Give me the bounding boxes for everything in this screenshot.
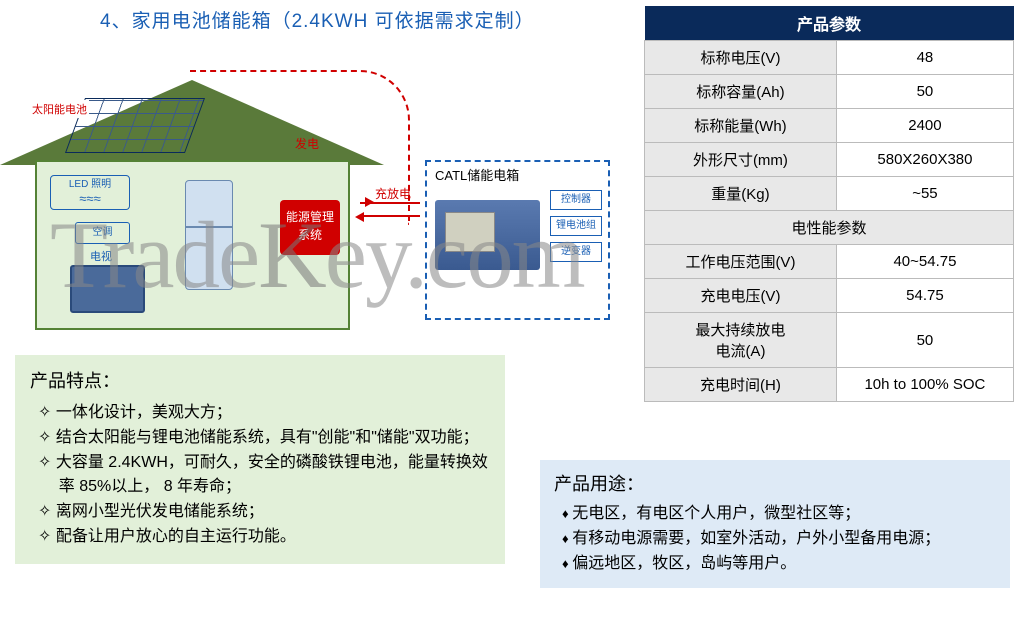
list-item: 偏远地区，牧区，岛屿等用户。 bbox=[562, 552, 996, 577]
table-row: 工作电压范围(V)40~54.75 bbox=[645, 245, 1014, 279]
list-item: 无电区，有电区个人用户，微型社区等； bbox=[562, 502, 996, 527]
component-box: 控制器 bbox=[550, 190, 602, 210]
solar-panel-label: 太阳能电池 bbox=[30, 100, 89, 118]
usage-title: 产品用途： bbox=[554, 470, 996, 496]
fridge-icon bbox=[185, 180, 233, 290]
table-row: 标称能量(Wh)2400 bbox=[645, 109, 1014, 143]
tv-icon bbox=[70, 265, 145, 313]
table-row: 标称电压(V)48 bbox=[645, 41, 1014, 75]
arrow-right-icon bbox=[365, 197, 374, 207]
spec-table: 产品参数 标称电压(V)48 标称容量(Ah)50 标称能量(Wh)2400 外… bbox=[644, 6, 1014, 402]
ems-box: 能源管理 系统 bbox=[280, 200, 340, 255]
flow-line-icon bbox=[360, 215, 420, 217]
list-item: 一体化设计，美观大方； bbox=[38, 401, 490, 426]
list-item: 结合太阳能与锂电池储能系统，具有"创能"和"储能"双功能； bbox=[38, 426, 490, 451]
page-title: 4、家用电池储能箱（2.4KWH 可依据需求定制） bbox=[100, 6, 535, 33]
ac-box: 空调 bbox=[75, 222, 130, 244]
list-item: 离网小型光伏发电储能系统； bbox=[38, 500, 490, 525]
led-lighting-box: LED 照明 bbox=[50, 175, 130, 210]
table-row: 充电时间(H)10h to 100% SOC bbox=[645, 368, 1014, 402]
battery-unit-icon bbox=[435, 200, 540, 295]
features-box: 产品特点： 一体化设计，美观大方； 结合太阳能与锂电池储能系统，具有"创能"和"… bbox=[15, 355, 505, 564]
features-title: 产品特点： bbox=[30, 367, 490, 393]
table-row: 标称容量(Ah)50 bbox=[645, 75, 1014, 109]
spec-header: 产品参数 bbox=[645, 6, 1014, 41]
features-list: 一体化设计，美观大方； 结合太阳能与锂电池储能系统，具有"创能"和"储能"双功能… bbox=[30, 401, 490, 550]
usage-list: 无电区，有电区个人用户，微型社区等； 有移动电源需要，如室外活动，户外小型备用电… bbox=[554, 502, 996, 576]
component-box: 锂电池组 bbox=[550, 216, 602, 236]
list-item: 有移动电源需要，如室外活动，户外小型备用电源； bbox=[562, 527, 996, 552]
table-row: 外形尺寸(mm)580X260X380 bbox=[645, 143, 1014, 177]
usage-box: 产品用途： 无电区，有电区个人用户，微型社区等； 有移动电源需要，如室外活动，户… bbox=[540, 460, 1010, 588]
battery-box-title: CATL储能电箱 bbox=[435, 165, 519, 184]
component-list: 控制器 锂电池组 逆变器 bbox=[550, 190, 602, 268]
spec-section-header: 电性能参数 bbox=[645, 211, 1014, 245]
charge-discharge-label: 充放电 bbox=[375, 185, 411, 202]
table-row: 最大持续放电 电流(A)50 bbox=[645, 313, 1014, 368]
tv-label: 电视 bbox=[90, 248, 112, 264]
table-row: 重量(Kg)~55 bbox=[645, 177, 1014, 211]
table-row: 充电电压(V)54.75 bbox=[645, 279, 1014, 313]
system-diagram: 太阳能电池 发电 LED 照明 空调 电视 能源管理 系统 充放电 CATL储能… bbox=[15, 40, 620, 330]
list-item: 大容量 2.4KWH，可耐久，安全的磷酸铁锂电池，能量转换效率 85%以上， 8… bbox=[38, 451, 490, 501]
list-item: 配备让用户放心的自主运行功能。 bbox=[38, 525, 490, 550]
arrow-left-icon bbox=[355, 212, 364, 222]
component-box: 逆变器 bbox=[550, 242, 602, 262]
